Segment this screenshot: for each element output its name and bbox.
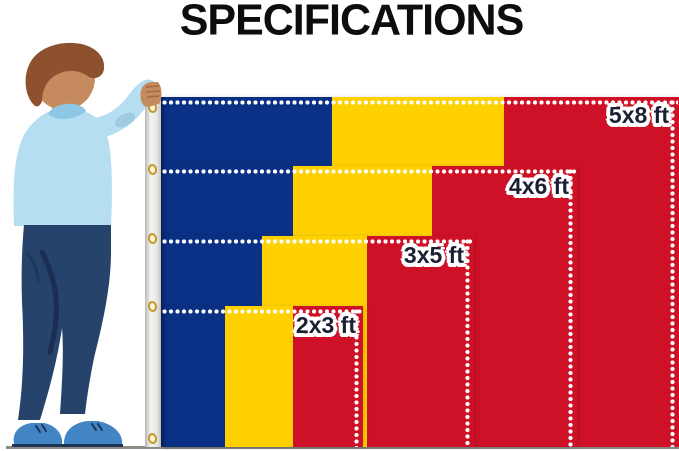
person-hair	[25, 42, 105, 107]
stitch-line-right	[568, 169, 573, 447]
person-hand	[140, 82, 162, 107]
size-label-2x3: 2x3 ft	[295, 312, 356, 338]
person-pants	[18, 225, 111, 420]
person-shoes	[12, 421, 123, 447]
flag-2x3-yellow-stripe	[225, 306, 293, 447]
stitch-line-right	[465, 239, 470, 447]
stitch-line-top	[162, 309, 362, 314]
person-collar	[48, 103, 86, 120]
stitch-line-top	[162, 100, 678, 105]
flag-2x3-blue-stripe	[161, 306, 225, 447]
page-title: SPECIFICATIONS	[179, 0, 525, 45]
flag-3x5-red-stripe	[367, 236, 474, 447]
ground-line	[6, 446, 679, 449]
flag-pole	[145, 86, 161, 447]
stitch-line-top	[162, 239, 473, 244]
flag-2x3: 2x3 ft	[161, 306, 363, 447]
stitch-line-right	[670, 100, 675, 447]
elbow-patch	[114, 112, 136, 128]
size-label-4x6: 4x6 ft	[508, 173, 569, 199]
size-label-5x8: 5x8 ft	[608, 102, 669, 128]
stitch-line-top	[162, 169, 576, 174]
flag-2x3-red-stripe	[293, 306, 363, 447]
person-illustration	[12, 42, 162, 447]
size-label-3x5: 3x5 ft	[403, 242, 464, 268]
stitch-line-right	[354, 309, 359, 447]
person-sweater	[13, 79, 159, 226]
